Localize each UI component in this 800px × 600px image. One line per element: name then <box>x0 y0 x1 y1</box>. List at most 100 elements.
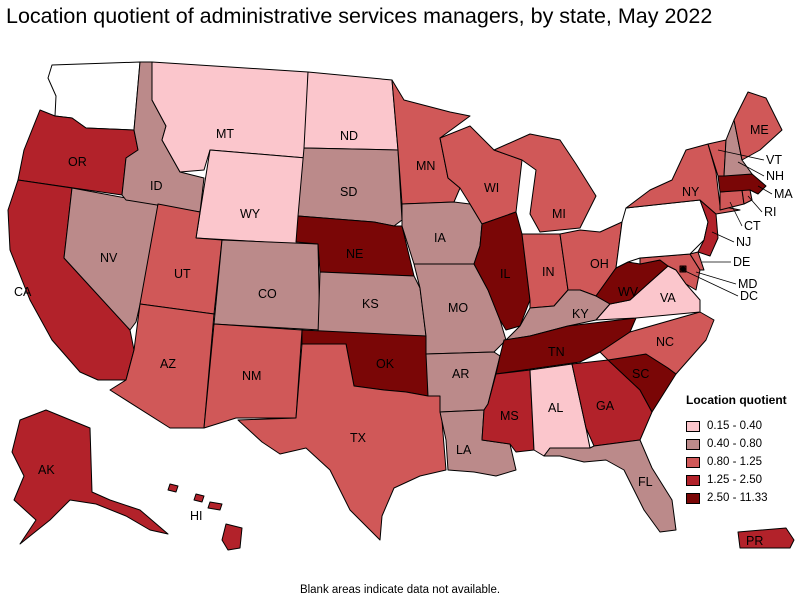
state-label-VT: VT <box>766 153 782 167</box>
state-label-IL: IL <box>500 267 510 281</box>
state-label-HI: HI <box>190 509 203 523</box>
legend-label: 0.15 - 0.40 <box>707 420 762 432</box>
leader-line-DC <box>682 269 739 297</box>
state-label-NC: NC <box>656 335 674 349</box>
state-label-IN: IN <box>542 265 555 279</box>
state-IL[interactable] <box>473 211 531 331</box>
state-FL[interactable] <box>543 439 677 533</box>
state-label-NH: NH <box>766 169 784 183</box>
state-label-NM: NM <box>242 369 261 383</box>
state-label-FL: FL <box>638 475 653 489</box>
legend-label: 0.80 - 1.25 <box>707 456 762 468</box>
state-NC[interactable] <box>599 311 715 375</box>
leader-line-MA <box>757 185 773 195</box>
legend: Location quotient 0.15 - 0.40 0.40 - 0.8… <box>686 393 798 507</box>
state-TN[interactable] <box>495 317 637 375</box>
labels-layer: OR CA NV ID MT WY UT AZ CO NM ND SD NE K… <box>14 123 793 548</box>
state-label-DC: DC <box>740 289 758 303</box>
legend-swatch <box>686 474 700 486</box>
state-label-KS: KS <box>362 297 379 311</box>
state-label-SC: SC <box>632 367 649 381</box>
leader-line-VT <box>717 149 765 161</box>
state-label-TN: TN <box>548 345 565 359</box>
legend-title: Location quotient <box>686 393 787 407</box>
leader-line-MD <box>695 271 737 285</box>
state-TX[interactable] <box>237 343 447 541</box>
state-CO[interactable] <box>213 239 321 331</box>
legend-item: 2.50 - 11.33 <box>686 489 798 507</box>
state-PR[interactable] <box>737 527 795 549</box>
leader-line-RI <box>747 195 763 213</box>
state-label-RI: RI <box>764 205 777 219</box>
state-AZ[interactable] <box>109 303 215 429</box>
legend-swatch <box>686 420 700 432</box>
state-label-OK: OK <box>376 357 395 371</box>
legend-label: 0.40 - 0.80 <box>707 438 762 450</box>
legend-item: 1.25 - 2.50 <box>686 471 798 489</box>
state-label-MS: MS <box>500 409 519 423</box>
leader-lines <box>682 149 773 297</box>
state-label-OH: OH <box>590 257 609 271</box>
legend-item: 0.15 - 0.40 <box>686 417 798 435</box>
state-label-NV: NV <box>100 251 118 265</box>
state-DE[interactable] <box>689 251 705 271</box>
state-AK[interactable] <box>11 409 169 545</box>
state-label-MA: MA <box>774 187 793 201</box>
dc-marker <box>680 266 686 272</box>
legend-swatch <box>686 492 700 504</box>
state-CT[interactable] <box>719 189 745 211</box>
state-label-KY: KY <box>572 307 589 321</box>
state-label-CT: CT <box>744 219 761 233</box>
state-MI[interactable] <box>493 133 597 233</box>
state-label-GA: GA <box>596 399 615 413</box>
state-label-PR: PR <box>746 534 763 548</box>
state-label-AK: AK <box>38 463 55 477</box>
state-label-AR: AR <box>452 367 469 381</box>
states-layer <box>7 61 795 551</box>
state-label-MT: MT <box>216 127 234 141</box>
state-label-MD: MD <box>738 277 757 291</box>
state-WY[interactable] <box>195 149 307 245</box>
state-label-OR: OR <box>68 155 87 169</box>
state-label-ME: ME <box>750 123 769 137</box>
legend-item: 0.40 - 0.80 <box>686 435 798 453</box>
state-label-AZ: AZ <box>160 357 176 371</box>
state-label-UT: UT <box>174 267 191 281</box>
state-NJ[interactable] <box>697 199 719 257</box>
state-label-IA: IA <box>434 231 446 245</box>
state-label-CO: CO <box>258 287 277 301</box>
map-title: Location quotient of administrative serv… <box>6 4 713 28</box>
state-label-NY: NY <box>682 185 700 199</box>
state-label-WY: WY <box>240 207 261 221</box>
state-label-ID: ID <box>150 179 163 193</box>
state-label-WV: WV <box>618 285 639 299</box>
legend-swatch <box>686 456 700 468</box>
leader-line-CT <box>729 201 743 227</box>
state-label-WI: WI <box>484 181 499 195</box>
state-label-AL: AL <box>548 401 563 415</box>
state-label-TX: TX <box>350 431 367 445</box>
state-label-ND: ND <box>340 129 358 143</box>
state-label-DE: DE <box>733 255 750 269</box>
state-label-NE: NE <box>346 247 363 261</box>
state-HI[interactable] <box>167 483 243 551</box>
legend-label: 2.50 - 11.33 <box>707 492 768 504</box>
state-NY[interactable] <box>625 143 741 215</box>
legend-label: 1.25 - 2.50 <box>707 474 762 486</box>
leader-line-NH <box>737 161 765 177</box>
leader-line-NJ <box>711 231 735 243</box>
state-label-NJ: NJ <box>736 235 751 249</box>
legend-item: 0.80 - 1.25 <box>686 453 798 471</box>
legend-swatch <box>686 438 700 450</box>
state-label-CA: CA <box>14 285 32 299</box>
state-label-MI: MI <box>552 207 566 221</box>
state-RI[interactable] <box>741 189 753 205</box>
state-NM[interactable] <box>203 323 303 429</box>
state-label-LA: LA <box>456 443 472 457</box>
state-label-SD: SD <box>340 185 357 199</box>
state-label-MN: MN <box>416 159 435 173</box>
state-ME[interactable] <box>733 91 783 161</box>
state-MA[interactable] <box>717 173 767 195</box>
state-label-MO: MO <box>448 301 468 315</box>
